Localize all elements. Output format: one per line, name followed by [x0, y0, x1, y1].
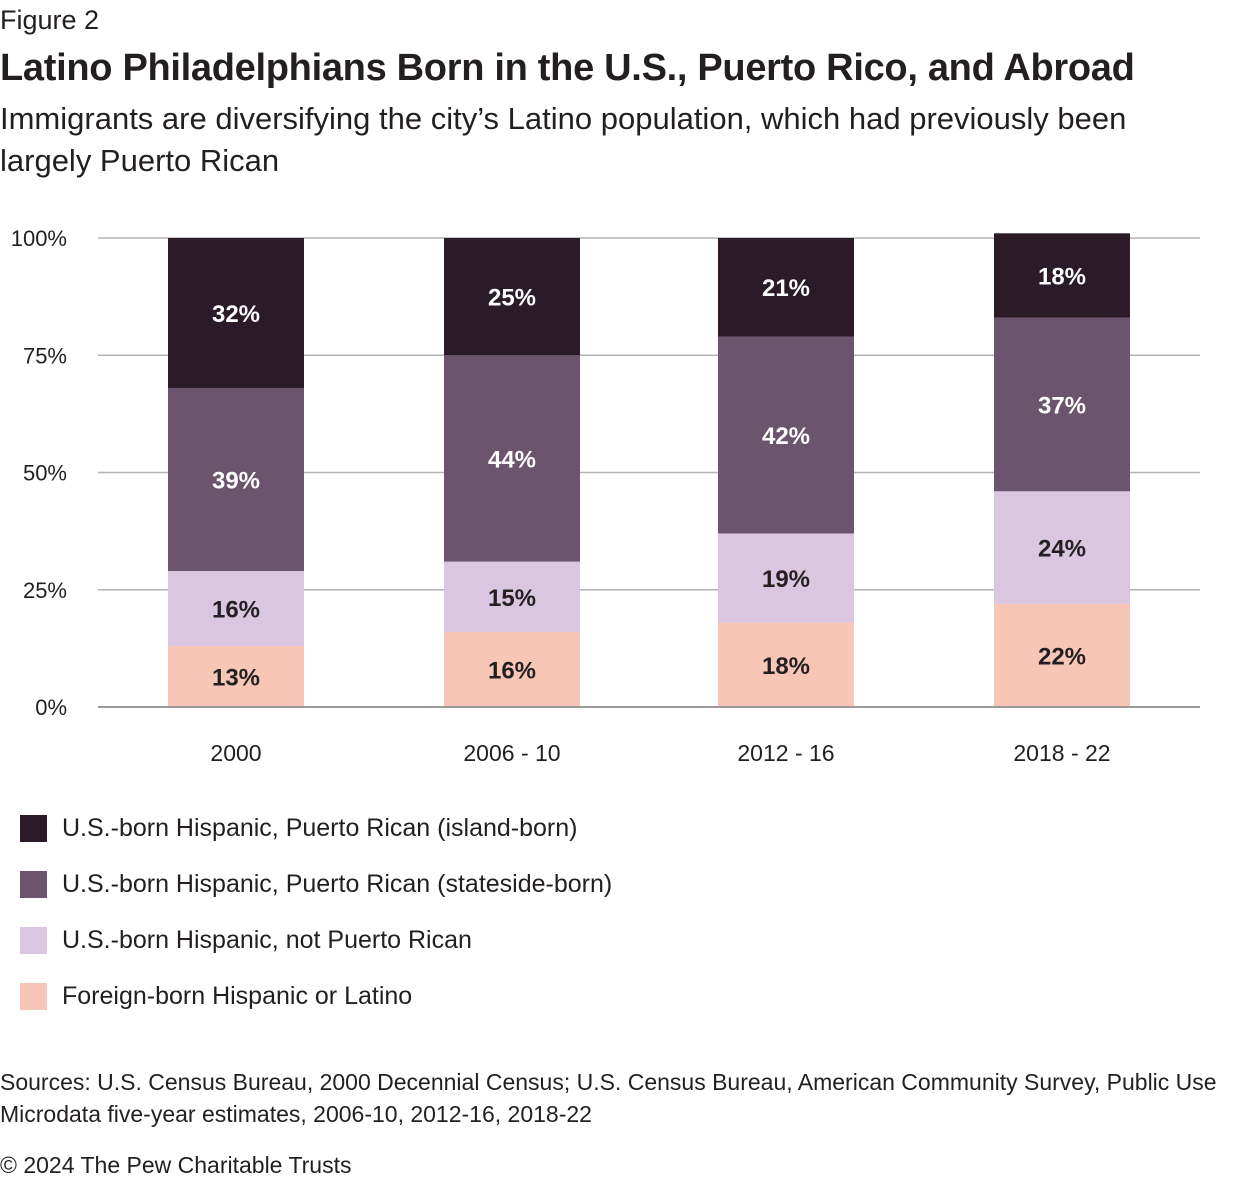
legend-label: U.S.-born Hispanic, Puerto Rican (states…: [62, 870, 613, 898]
bar-segment: [994, 233, 1130, 318]
y-tick-label: 50%: [23, 461, 67, 486]
chart-subtitle: Immigrants are diversifying the city’s L…: [0, 101, 1127, 178]
data-label: 39%: [212, 468, 260, 495]
legend-item-not-puerto-rican: U.S.-born Hispanic, not Puerto Rican: [20, 912, 612, 968]
sources-note: Sources: U.S. Census Bureau, 2000 Decenn…: [0, 1069, 1217, 1127]
data-label: 32%: [212, 301, 260, 328]
data-label: 22%: [1038, 643, 1086, 670]
chart-title: Latino Philadelphians Born in the U.S., …: [0, 47, 1135, 89]
bar-segment: [718, 533, 854, 623]
bar-segment: [444, 561, 580, 632]
data-label: 15%: [488, 585, 536, 612]
bar-segment: [718, 622, 854, 707]
chart-legend: U.S.-born Hispanic, Puerto Rican (island…: [20, 800, 612, 1024]
data-label: 16%: [488, 657, 536, 684]
data-label: 13%: [212, 665, 260, 692]
legend-label: U.S.-born Hispanic, not Puerto Rican: [62, 926, 472, 954]
copyright: © 2024 The Pew Charitable Trusts: [0, 1152, 352, 1178]
figure-label: Figure 2: [0, 5, 100, 35]
y-tick-label: 0%: [35, 695, 67, 720]
data-label: 37%: [1038, 392, 1086, 419]
data-label: 21%: [762, 275, 810, 302]
legend-label: U.S.-born Hispanic, Puerto Rican (island…: [62, 814, 578, 842]
data-label: 25%: [488, 285, 536, 312]
data-label: 44%: [488, 446, 536, 473]
data-label: 24%: [1038, 536, 1086, 563]
bar-segment: [168, 388, 304, 571]
bar-segment: [444, 631, 580, 707]
legend-item-stateside-born: U.S.-born Hispanic, Puerto Rican (states…: [20, 856, 612, 912]
x-tick-label: 2000: [210, 740, 261, 766]
bar-segment: [168, 238, 304, 389]
data-label: 16%: [212, 597, 260, 624]
y-tick-label: 75%: [23, 343, 67, 368]
y-tick-label: 25%: [23, 578, 67, 603]
stacked-bar-chart: 0% 25% 50% 75% 100% 13% 16% 39% 32% 2000 16% 15% 44%…: [11, 226, 1200, 766]
bar-segment: [994, 317, 1130, 492]
bar-segment: [168, 570, 304, 647]
bar-segment: [444, 355, 580, 562]
legend-swatch: [20, 926, 47, 954]
bar-segment: [718, 336, 854, 534]
bar-segment: [718, 238, 854, 337]
data-label: 18%: [762, 653, 810, 680]
legend-item-foreign-born: Foreign-born Hispanic or Latino: [20, 968, 612, 1024]
x-tick-label: 2006 - 10: [463, 740, 560, 766]
data-label: 19%: [762, 566, 810, 593]
legend-swatch: [20, 814, 47, 842]
bar-segment: [994, 491, 1130, 604]
legend-swatch: [20, 870, 47, 898]
x-tick-label: 2018 - 22: [1013, 740, 1110, 766]
bar-segment: [444, 238, 580, 356]
bar-segment: [994, 603, 1130, 707]
y-tick-label: 100%: [11, 226, 67, 251]
x-tick-label: 2012 - 16: [737, 740, 834, 766]
legend-item-island-born: U.S.-born Hispanic, Puerto Rican (island…: [20, 800, 612, 856]
legend-swatch: [20, 982, 47, 1010]
bar-segment: [168, 646, 304, 707]
data-label: 42%: [762, 423, 810, 450]
data-label: 18%: [1038, 264, 1086, 291]
legend-label: Foreign-born Hispanic or Latino: [62, 982, 413, 1010]
